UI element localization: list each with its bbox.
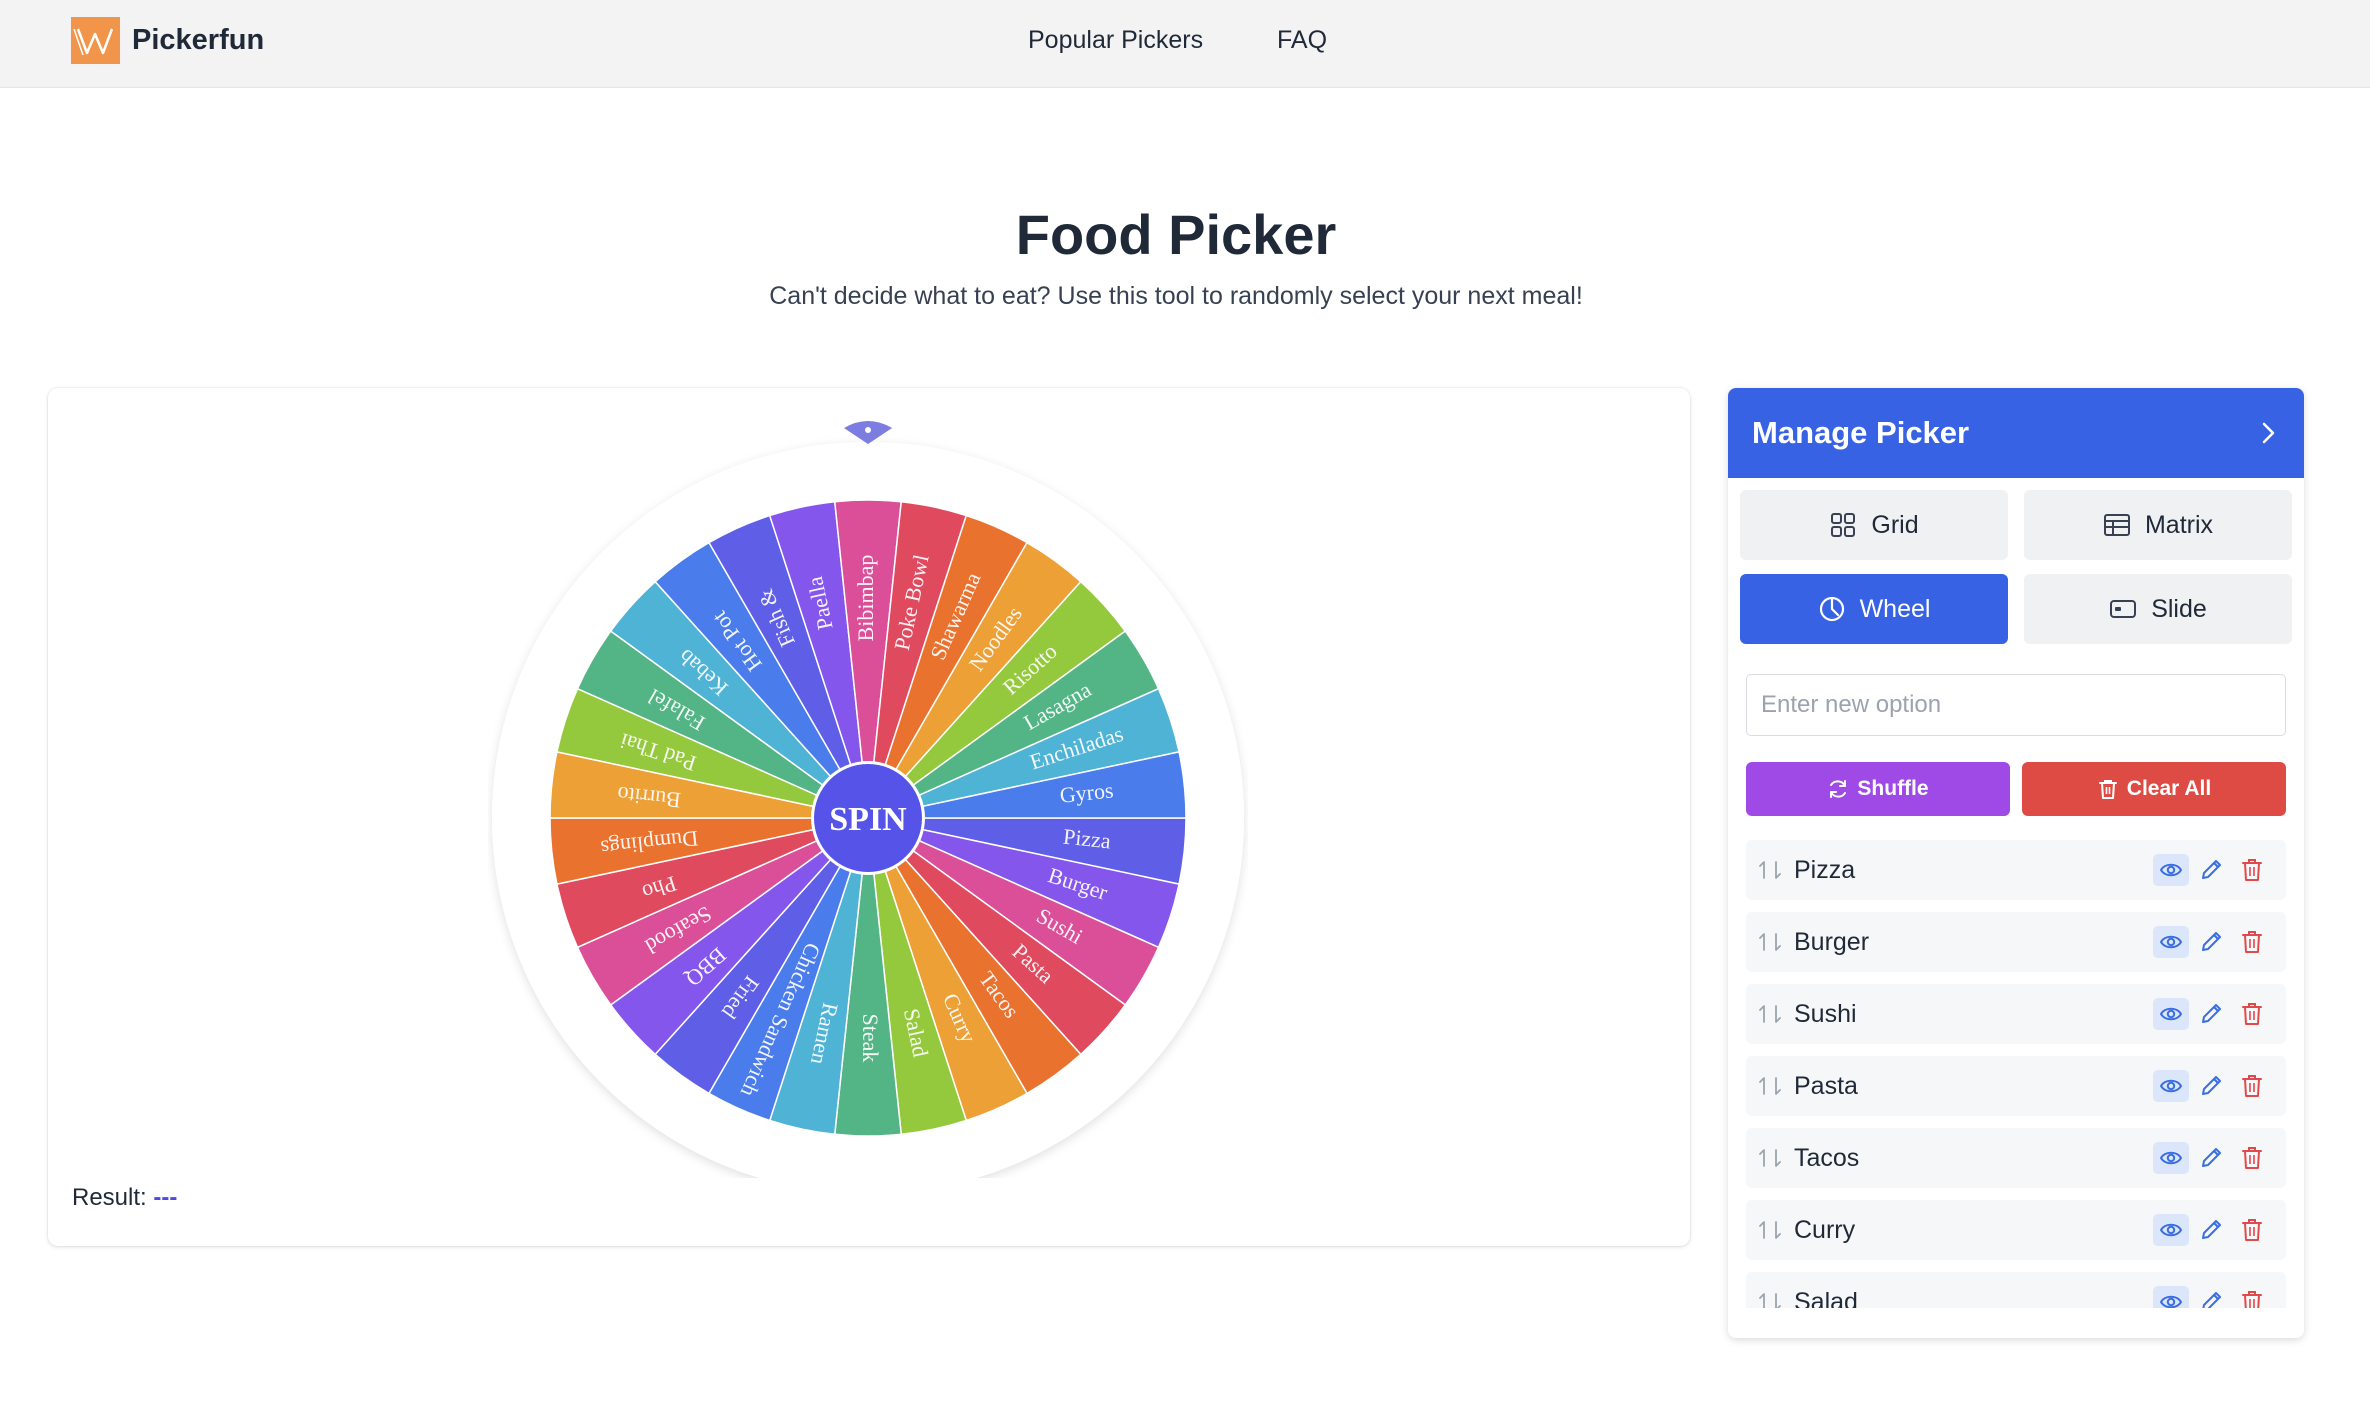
spin-label[interactable]: SPIN — [829, 801, 907, 838]
option-label: Sushi — [1794, 1000, 1857, 1028]
wheel-segment-label: Pizza — [1062, 824, 1112, 854]
mode-grid-label: Grid — [1871, 510, 1919, 539]
page-title: Food Picker — [1015, 203, 1337, 266]
clear-all-button[interactable]: Clear All — [2022, 762, 2286, 816]
edit-pencil-icon[interactable] — [2198, 854, 2228, 886]
drag-handle-icon[interactable] — [1758, 1288, 1784, 1308]
nav-popular-pickers[interactable]: Popular Pickers — [1028, 26, 1204, 54]
delete-trash-icon[interactable] — [2239, 1286, 2269, 1308]
visibility-eye-icon[interactable] — [2153, 998, 2189, 1030]
nav-faq[interactable]: FAQ — [1277, 26, 1328, 54]
list-item[interactable]: Burger — [1746, 912, 2286, 972]
mode-slide-label: Slide — [2151, 594, 2207, 623]
wheel-segment[interactable] — [867, 750, 1187, 819]
edit-pencil-icon[interactable] — [2198, 998, 2228, 1030]
mode-slide-button[interactable]: Slide — [2024, 574, 2292, 644]
table-icon — [2103, 514, 2130, 536]
top-bar: Pickerfun Popular Pickers FAQ — [0, 0, 2370, 88]
option-label: Curry — [1794, 1216, 1856, 1244]
visibility-eye-icon[interactable] — [2153, 1214, 2189, 1246]
edit-pencil-icon[interactable] — [2198, 926, 2228, 958]
list-item[interactable]: Curry — [1746, 1200, 2286, 1260]
result-line: Result: --- — [72, 1184, 177, 1212]
option-label: Burger — [1794, 928, 1870, 956]
pickerfun-logo-icon[interactable] — [71, 17, 120, 64]
visibility-eye-icon[interactable] — [2153, 926, 2189, 958]
drag-handle-icon[interactable] — [1758, 1144, 1784, 1172]
clock-pie-icon — [1819, 596, 1844, 622]
result-value: --- — [153, 1184, 178, 1211]
wheel-segment-label: Bibimbap — [853, 555, 878, 642]
option-label: Pasta — [1794, 1072, 1858, 1100]
list-item[interactable]: Tacos — [1746, 1128, 2286, 1188]
panel-title: Manage Picker — [1752, 415, 1970, 450]
option-list: Pizza Burger Sushi Pasta Tacos Curry Salad — [1746, 840, 2286, 1308]
chevron-right-icon[interactable] — [2254, 418, 2284, 448]
page-subtitle: Can't decide what to eat? Use this tool … — [769, 282, 1583, 310]
new-option-input[interactable] — [1746, 674, 2286, 736]
option-label: Pizza — [1794, 856, 1856, 884]
visibility-eye-icon[interactable] — [2153, 1070, 2189, 1102]
mode-matrix-label: Matrix — [2144, 510, 2214, 539]
wheel-segment-label: Steak — [858, 1014, 883, 1063]
mode-wheel-label: Wheel — [1859, 594, 1931, 623]
drag-handle-icon[interactable] — [1758, 1000, 1784, 1028]
spin-button[interactable] — [814, 764, 922, 872]
list-item[interactable]: Salad — [1746, 1272, 2286, 1308]
manage-picker-panel: Manage Picker Grid Matrix Wheel — [1728, 388, 2304, 1338]
delete-trash-icon[interactable] — [2239, 1142, 2269, 1174]
delete-trash-icon[interactable] — [2239, 998, 2269, 1030]
visibility-eye-icon[interactable] — [2153, 854, 2189, 886]
delete-trash-icon[interactable] — [2239, 854, 2269, 886]
wheel-segment-label: Gyros — [1058, 777, 1114, 807]
list-item[interactable]: Pizza — [1746, 840, 2286, 900]
list-item[interactable]: Sushi — [1746, 984, 2286, 1044]
option-label: Tacos — [1794, 1144, 1860, 1172]
visibility-eye-icon[interactable] — [2153, 1142, 2189, 1174]
edit-pencil-icon[interactable] — [2198, 1214, 2228, 1246]
delete-trash-icon[interactable] — [2239, 926, 2269, 958]
list-item[interactable]: Pasta — [1746, 1056, 2286, 1116]
drag-handle-icon[interactable] — [1758, 1216, 1784, 1244]
wheel-pointer-dot — [865, 427, 871, 433]
result-label: Result: — [72, 1184, 147, 1211]
drag-handle-icon[interactable] — [1758, 1072, 1784, 1100]
wheel-card: Pizza Burger Sushi Pasta Tacos Curry Salad Stea… — [48, 388, 1690, 1246]
slide-icon — [2110, 600, 2137, 618]
delete-trash-icon[interactable] — [2239, 1070, 2269, 1102]
panel-header: Manage Picker — [1728, 388, 2304, 478]
mode-grid-button[interactable]: Grid — [1740, 490, 2008, 560]
trash-icon — [2098, 780, 2117, 799]
mode-wheel-button[interactable]: Wheel — [1740, 574, 2008, 644]
clear-all-label: Clear All — [2126, 777, 2212, 800]
spin-wheel[interactable]: PizzaBurgerSushiPastaTacosCurrySaladStea… — [488, 418, 1248, 1178]
shuffle-button[interactable]: Shuffle — [1746, 762, 2010, 816]
edit-pencil-icon[interactable] — [2198, 1070, 2228, 1102]
drag-handle-icon[interactable] — [1758, 928, 1784, 956]
brand-name[interactable]: Pickerfun — [132, 24, 265, 56]
drag-handle-icon[interactable] — [1758, 856, 1784, 884]
edit-pencil-icon[interactable] — [2198, 1142, 2228, 1174]
delete-trash-icon[interactable] — [2239, 1214, 2269, 1246]
option-label: Salad — [1794, 1288, 1858, 1308]
refresh-icon — [1830, 780, 1847, 798]
grid-icon — [1831, 513, 1856, 537]
mode-matrix-button[interactable]: Matrix — [2024, 490, 2292, 560]
wheel-segments[interactable] — [549, 499, 1187, 1137]
shuffle-label: Shuffle — [1857, 777, 1929, 800]
visibility-eye-icon[interactable] — [2153, 1286, 2189, 1308]
edit-pencil-icon[interactable] — [2198, 1286, 2228, 1308]
